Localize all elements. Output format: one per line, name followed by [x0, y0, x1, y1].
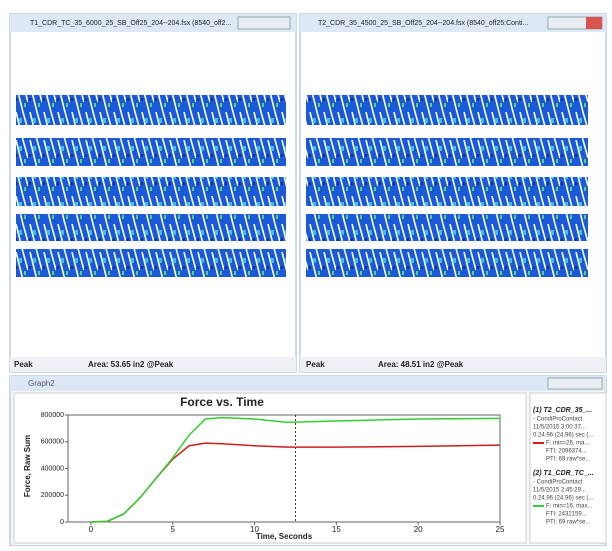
series-line	[90, 416, 501, 523]
legend-name: (1) T2_CDR_35_...	[533, 407, 592, 414]
legend-detail: 11/5/2015 2:45:29...	[533, 488, 586, 494]
window-title: Graph2	[28, 379, 55, 388]
legend-detail: F: min=26, ma...	[546, 441, 590, 447]
status-area: Area: 53.65 in2 @Peak	[88, 360, 174, 369]
legend-detail: FTI: 2432159...	[546, 512, 587, 518]
close-button[interactable]	[586, 17, 602, 29]
status-mode[interactable]: Peak	[14, 360, 33, 369]
legend-detail: PTI: 69 raw*se...	[546, 457, 591, 463]
legend-detail: - CondiProContact	[533, 480, 583, 486]
y-tick-label: 200000	[41, 492, 64, 499]
x-tick-label: 10	[250, 525, 259, 534]
title-bar	[10, 14, 296, 32]
window-title: T2_CDR_35_4500_25_SB_Off25_204--204.fsx …	[318, 20, 528, 27]
legend-detail: F: min=16, max...	[546, 504, 593, 510]
x-tick-label: 20	[414, 525, 423, 534]
status-bar	[300, 357, 606, 372]
window-1: T1_CDR_TC_35_6000_25_SB_Off25_204--204.f…	[9, 13, 297, 373]
legend-panel	[529, 392, 607, 544]
legend-detail: FTI: 2096374...	[546, 449, 587, 455]
legend-name: (2) T1_CDR_TC_...	[533, 470, 594, 477]
tread-band	[16, 214, 286, 241]
tread-band	[306, 214, 588, 241]
x-tick-label: 5	[171, 525, 176, 534]
y-tick-label: 800000	[41, 412, 64, 419]
tread-band	[306, 249, 588, 277]
tread-band	[16, 138, 286, 166]
y-tick-label: 600000	[41, 439, 64, 446]
x-axis-label: Time, Seconds	[256, 532, 313, 541]
status-bar	[10, 357, 296, 372]
window-buttons[interactable]	[547, 377, 603, 390]
legend-detail: 0.24.96 (24.96) sec (...	[533, 496, 594, 502]
tread-band	[306, 177, 588, 206]
y-tick-label: 400000	[41, 465, 64, 472]
graph-window: Graph2 Force vs. Time Time, Seconds Forc…	[9, 375, 607, 547]
title-bar	[10, 376, 606, 391]
chart-title: Force vs. Time	[180, 395, 264, 409]
x-tick-label: 15	[332, 525, 341, 534]
window-2: T2_CDR_35_4500_25_SB_Off25_204--204.fsx …	[299, 13, 607, 373]
window-title: T1_CDR_TC_35_6000_25_SB_Off25_204--204.f…	[30, 20, 231, 27]
y-tick-label: 0	[60, 519, 64, 526]
title-bar	[300, 14, 606, 32]
tread-band	[16, 95, 286, 125]
legend-detail: 11/5/2015 3:00:37...	[533, 425, 586, 431]
legend-detail: - CondiProContact	[533, 417, 583, 423]
status-mode[interactable]: Peak	[306, 360, 325, 369]
legend-detail: PTI: 69 raw*se...	[546, 520, 591, 526]
tread-band	[16, 177, 286, 206]
status-area: Area: 48.51 in2 @Peak	[378, 360, 464, 369]
tread-band	[306, 138, 588, 166]
y-axis-label: Force, Raw Sum	[23, 435, 32, 497]
plot-panel	[13, 392, 527, 544]
window-buttons[interactable]	[237, 16, 291, 30]
tread-band	[16, 249, 286, 277]
legend-detail: 0.24.96 (24.96) sec (...	[533, 433, 594, 439]
x-tick-label: 25	[496, 525, 505, 534]
tread-band	[306, 95, 588, 125]
x-tick-label: 0	[89, 525, 94, 534]
